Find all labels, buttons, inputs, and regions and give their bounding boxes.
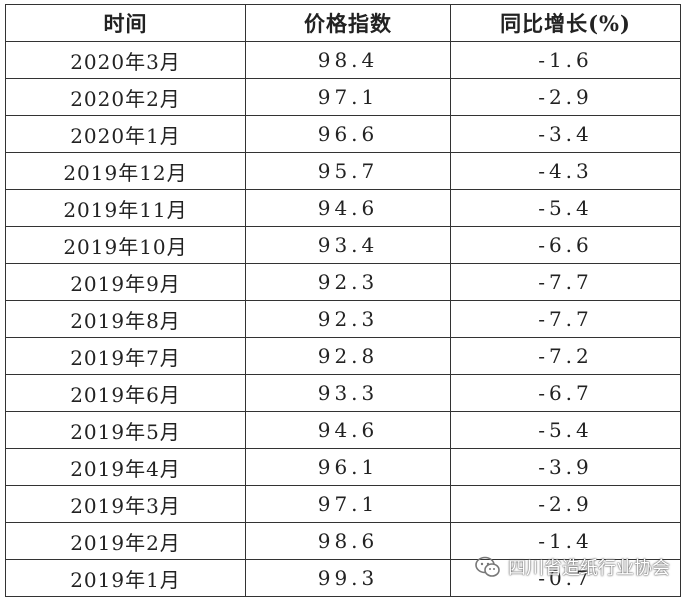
- value-cell: 97.1: [245, 485, 451, 523]
- date-cell: 2019年8月: [5, 300, 246, 338]
- value-cell: 97.1: [245, 78, 451, 116]
- date-cell: 2019年12月: [5, 152, 246, 190]
- value-cell: -4.3: [450, 152, 681, 190]
- header-cell: 时间: [5, 4, 246, 42]
- value-cell: 92.3: [245, 263, 451, 301]
- value-cell: -2.9: [450, 78, 681, 116]
- date-cell: 2019年7月: [5, 337, 246, 375]
- date-cell: 2019年4月: [5, 448, 246, 486]
- table-body: 2020年3月 98.4 -1.6 2020年2月 97.1 -2.9 2020年1月 96.…: [5, 41, 681, 597]
- value-cell: 94.6: [245, 189, 451, 227]
- date-cell: 2019年2月: [5, 522, 246, 560]
- value-cell: 98.4: [245, 41, 451, 79]
- watermark: 四川省造纸行业协会: [474, 552, 679, 582]
- table-row: 2019年6月 93.3 -6.7: [5, 374, 681, 412]
- header-row: 时间 价格指数 同比增长(%): [5, 4, 681, 42]
- date-cell: 2019年1月: [5, 559, 246, 597]
- value-cell: -5.4: [450, 189, 681, 227]
- table-row: 2019年8月 92.3 -7.7: [5, 300, 681, 338]
- value-cell: 96.1: [245, 448, 451, 486]
- table-row: 2019年12月 95.7 -4.3: [5, 152, 681, 190]
- table-row: 2019年5月 94.6 -5.4: [5, 411, 681, 449]
- table-row: 2019年10月 93.4 -6.6: [5, 226, 681, 264]
- watermark-text: 四川省造纸行业协会: [508, 558, 670, 579]
- header-cell: 价格指数: [245, 4, 451, 42]
- value-cell: -3.9: [450, 448, 681, 486]
- value-cell: 98.6: [245, 522, 451, 560]
- table-row: 2020年2月 97.1 -2.9: [5, 78, 681, 116]
- watermark-icon: [475, 556, 500, 577]
- value-cell: -3.4: [450, 115, 681, 153]
- table-row: 2019年3月 97.1 -2.9: [5, 485, 681, 523]
- value-cell: -1.4: [450, 522, 681, 560]
- date-cell: 2019年6月: [5, 374, 246, 412]
- table-row: 2020年1月 96.6 -3.4: [5, 115, 681, 153]
- date-cell: 2020年3月: [5, 41, 246, 79]
- date-cell: 2020年1月: [5, 115, 246, 153]
- value-cell: 92.3: [245, 300, 451, 338]
- value-cell: -6.7: [450, 374, 681, 412]
- value-cell: -1.6: [450, 41, 681, 79]
- value-cell: 94.6: [245, 411, 451, 449]
- table-row: 2020年3月 98.4 -1.6: [5, 41, 681, 79]
- date-cell: 2019年3月: [5, 485, 246, 523]
- date-cell: 2019年5月: [5, 411, 246, 449]
- value-cell: 93.4: [245, 226, 451, 264]
- value-cell: -7.2: [450, 337, 681, 375]
- value-cell: 96.6: [245, 115, 451, 153]
- table-row: 2019年11月 94.6 -5.4: [5, 189, 681, 227]
- value-cell: 95.7: [245, 152, 451, 190]
- date-cell: 2019年11月: [5, 189, 246, 227]
- value-cell: -7.7: [450, 300, 681, 338]
- table-row: 2019年7月 92.8 -7.2: [5, 337, 681, 375]
- value-cell: -2.9: [450, 485, 681, 523]
- table-row: 2019年4月 96.1 -3.9: [5, 448, 681, 486]
- value-cell: -6.6: [450, 226, 681, 264]
- price-index-table: 时间 价格指数 同比增长(%) 2020年3月 98.4 -1.6 2020年2月 97.1…: [5, 4, 681, 597]
- header-cell: 同比增长(%): [450, 4, 681, 42]
- value-cell: 93.3: [245, 374, 451, 412]
- table-row: 2019年9月 92.3 -7.7: [5, 263, 681, 301]
- value-cell: 99.3: [245, 559, 451, 597]
- date-cell: 2020年2月: [5, 78, 246, 116]
- date-cell: 2019年10月: [5, 226, 246, 264]
- value-cell: 92.8: [245, 337, 451, 375]
- table-row: 2019年2月 98.6 -1.4: [5, 522, 681, 560]
- date-cell: 2019年9月: [5, 263, 246, 301]
- value-cell: -5.4: [450, 411, 681, 449]
- table-row: 2019年1月 99.3 -0.7: [5, 559, 681, 597]
- value-cell: -7.7: [450, 263, 681, 301]
